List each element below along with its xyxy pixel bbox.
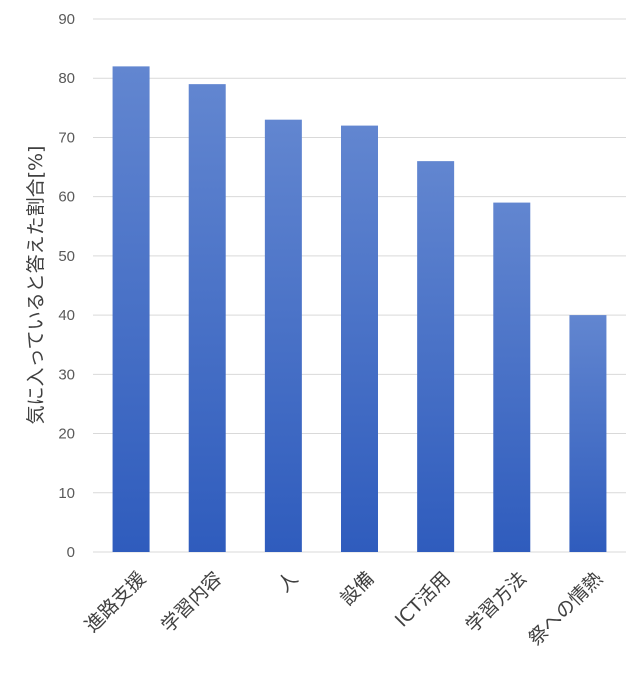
bar (188, 84, 226, 553)
y-tick-label: 20 (58, 426, 75, 443)
bars (112, 66, 607, 553)
y-tick-label: 80 (58, 70, 75, 87)
y-tick-label: 0 (67, 544, 75, 561)
bar (493, 202, 531, 553)
category-label: 人 (274, 568, 303, 597)
bar (112, 66, 150, 552)
category-label: 学習方法 (462, 568, 531, 637)
bar (417, 161, 455, 552)
category-label: 設備 (336, 568, 378, 610)
y-tick-label: 90 (58, 11, 75, 28)
category-label: 進路支援 (81, 568, 150, 637)
bar (341, 125, 378, 552)
category-label: ICT活用 (391, 568, 455, 632)
y-tick-label: 40 (58, 307, 75, 324)
category-label: 学習内容 (157, 568, 226, 637)
bar (569, 315, 607, 552)
category-label: 祭への情熱 (524, 568, 607, 651)
y-tick-label: 60 (58, 189, 75, 206)
bar (264, 119, 302, 552)
y-axis-title: 気に入っていると答えた割合[%] (25, 146, 47, 425)
y-tick-label: 10 (58, 485, 75, 502)
y-tick-label: 30 (58, 366, 75, 383)
y-axis-ticks: 0 10 20 30 40 50 60 70 80 90 (58, 11, 75, 561)
y-tick-label: 50 (58, 248, 75, 265)
y-tick-label: 70 (58, 129, 75, 146)
